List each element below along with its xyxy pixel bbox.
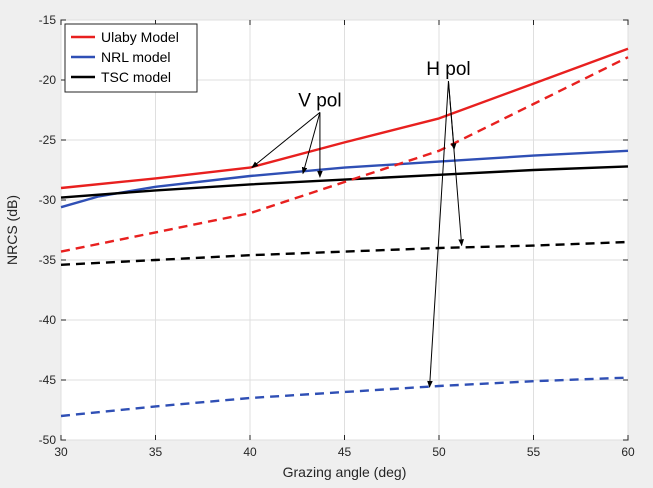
x-tick-label: 60: [621, 445, 635, 459]
y-tick-label: -50: [39, 433, 57, 447]
x-tick-label: 40: [243, 445, 257, 459]
annotation-arrow: [427, 81, 449, 388]
annotation-label: H pol: [426, 59, 470, 80]
x-tick-label: 45: [338, 445, 352, 459]
x-axis-label: Grazing angle (deg): [283, 464, 407, 480]
legend-label: TSC model: [101, 69, 171, 85]
annotation-arrow: [251, 112, 321, 169]
x-tick-label: 30: [54, 445, 68, 459]
series-line-nrl-model-h-pol: [60, 376, 629, 418]
series-line-tsc-model-h-pol: [60, 240, 629, 266]
legend-label: Ulaby Model: [101, 29, 179, 45]
series-line-ulaby-model-h-pol: [60, 56, 629, 253]
legend-label: NRL model: [101, 49, 171, 65]
x-tick-label: 50: [432, 445, 446, 459]
y-tick-label: -35: [39, 253, 57, 267]
ticks-layer: 30 35 40 45 50 55 60 -50 -45 -40 -35 -30 -25 -20 -15: [39, 13, 635, 459]
legend: Ulaby Model NRL model TSC model: [64, 23, 198, 93]
series-layer: [60, 47, 629, 418]
annotation-arrow: [301, 112, 321, 175]
y-tick-label: -15: [39, 13, 57, 27]
annotations-layer: V pol H pol: [251, 59, 471, 388]
y-tick-label: -30: [39, 193, 57, 207]
x-tick-label: 55: [527, 445, 541, 459]
annotation-arrow: [447, 81, 464, 247]
series-line-ulaby-model-v-pol: [60, 47, 629, 190]
x-tick-label: 35: [149, 445, 163, 459]
annotation-label: V pol: [298, 90, 341, 111]
y-tick-label: -40: [39, 313, 57, 327]
y-tick-label: -25: [39, 133, 57, 147]
series-line-tsc-model-v-pol: [60, 165, 629, 199]
y-axis-label: NRCS (dB): [4, 195, 20, 265]
y-tick-label: -20: [39, 73, 57, 87]
y-tick-label: -45: [39, 373, 57, 387]
